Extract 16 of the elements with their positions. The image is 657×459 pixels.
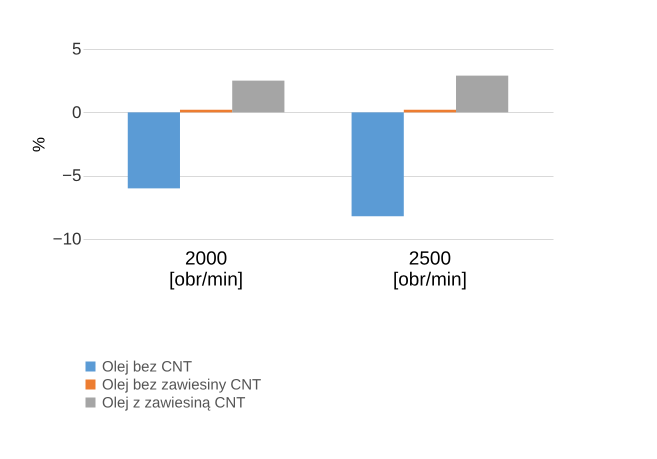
- y-tick-label: 0: [72, 102, 82, 122]
- x-tick-label: 2500 [obr/min]: [392, 248, 467, 290]
- bar: [352, 112, 404, 216]
- bar: [456, 76, 508, 112]
- y-tick-label: −5: [62, 166, 82, 186]
- bar: [180, 110, 232, 112]
- x-tick-label: 2000 [obr/min]: [169, 248, 244, 290]
- legend-label: Olej bez CNT: [102, 358, 192, 376]
- bar: [404, 110, 456, 112]
- bar: [232, 80, 284, 112]
- y-axis-title: %: [30, 136, 49, 152]
- legend-label: Olej z zawiesiną CNT: [102, 394, 246, 412]
- bar: [128, 112, 180, 188]
- y-tick-label: 5: [72, 40, 82, 58]
- y-tick-label: −10: [52, 230, 82, 248]
- legend-label: Olej bez zawiesiny CNT: [102, 376, 262, 394]
